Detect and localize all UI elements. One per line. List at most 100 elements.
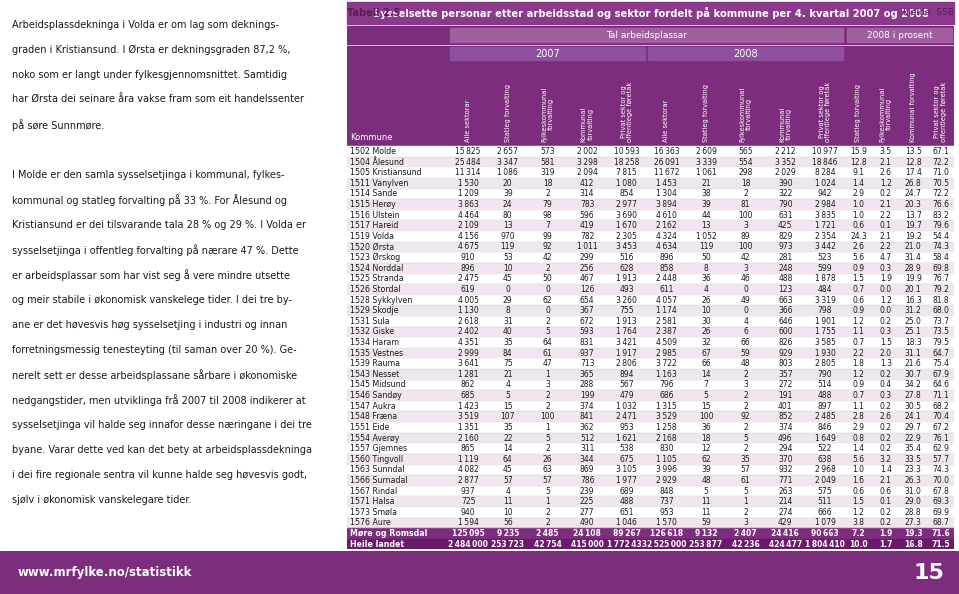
Text: 1.6: 1.6: [853, 476, 864, 485]
Text: 3 453: 3 453: [617, 242, 637, 251]
Text: 26: 26: [701, 327, 711, 336]
Text: 1 130: 1 130: [457, 306, 479, 315]
Bar: [347, 263, 954, 273]
Text: 0.2: 0.2: [879, 189, 892, 198]
Text: 2 002: 2 002: [576, 147, 597, 156]
Text: 2.6: 2.6: [853, 242, 864, 251]
Text: 2.2: 2.2: [880, 242, 892, 251]
Text: 4 057: 4 057: [656, 296, 677, 305]
Text: 5: 5: [545, 486, 550, 495]
Text: 48: 48: [741, 359, 751, 368]
Text: 493: 493: [620, 285, 634, 294]
Bar: [347, 507, 954, 517]
Text: 62: 62: [701, 455, 711, 464]
Text: Statleg forvalting: Statleg forvalting: [504, 84, 511, 142]
Text: 2 305: 2 305: [617, 232, 637, 241]
Text: 272: 272: [778, 380, 792, 390]
Bar: [347, 252, 954, 263]
Text: 311: 311: [580, 444, 595, 453]
Text: 2 618: 2 618: [457, 317, 479, 326]
Text: 21: 21: [701, 179, 711, 188]
Text: 2 485: 2 485: [814, 412, 835, 421]
Text: 894: 894: [620, 370, 634, 379]
Text: 1 755: 1 755: [814, 327, 835, 336]
Text: 4 324: 4 324: [656, 232, 677, 241]
Text: 1563 Sunndal: 1563 Sunndal: [350, 465, 405, 475]
Text: 20: 20: [503, 179, 513, 188]
Text: 0.2: 0.2: [879, 444, 892, 453]
Text: 0.2: 0.2: [879, 519, 892, 527]
Text: 2.1: 2.1: [880, 157, 892, 166]
Text: 2 094: 2 094: [576, 168, 597, 177]
Text: 74.3: 74.3: [932, 242, 949, 251]
Text: 573: 573: [540, 147, 554, 156]
Bar: [648, 48, 843, 61]
Text: 2 485: 2 485: [536, 529, 559, 538]
Text: 1 052: 1 052: [695, 232, 716, 241]
Text: 26 091: 26 091: [654, 157, 679, 166]
Text: 71.6: 71.6: [931, 529, 950, 538]
Text: 575: 575: [818, 486, 832, 495]
Text: 1 163: 1 163: [656, 370, 677, 379]
Text: 3 690: 3 690: [617, 211, 637, 220]
Text: 253 723: 253 723: [491, 539, 525, 549]
Text: 21.0: 21.0: [904, 242, 922, 251]
Text: 1545 Midsund: 1545 Midsund: [350, 380, 406, 390]
Bar: [347, 517, 954, 528]
Text: 1 080: 1 080: [617, 179, 637, 188]
Text: 274: 274: [778, 508, 792, 517]
Text: 19.7: 19.7: [904, 221, 922, 230]
Bar: [347, 284, 954, 295]
Text: 89 267: 89 267: [613, 529, 641, 538]
Text: 631: 631: [778, 211, 792, 220]
Text: 0.7: 0.7: [853, 338, 865, 347]
Text: 73.7: 73.7: [932, 317, 949, 326]
Text: 2008: 2008: [734, 49, 758, 59]
Text: I Molde er den samla sysselsetjinga i kommunal, fylkes-: I Molde er den samla sysselsetjinga i ko…: [12, 169, 284, 179]
Text: 1 901: 1 901: [814, 317, 835, 326]
Text: 13: 13: [701, 221, 711, 230]
Text: 17.4: 17.4: [904, 168, 922, 177]
Text: 0.9: 0.9: [853, 306, 865, 315]
Text: 1 086: 1 086: [498, 168, 518, 177]
Text: 2: 2: [743, 508, 748, 517]
Text: 1 079: 1 079: [814, 519, 835, 527]
Text: 412: 412: [580, 179, 595, 188]
Bar: [347, 2, 954, 24]
Text: 64.7: 64.7: [932, 349, 949, 358]
Text: Kommunal
forvalting: Kommunal forvalting: [779, 106, 791, 142]
Text: 126: 126: [580, 285, 595, 294]
Text: kommunal og statleg forvalting på 33 %. For Ålesund og: kommunal og statleg forvalting på 33 %. …: [12, 195, 287, 207]
Text: 3: 3: [545, 380, 550, 390]
Text: 75: 75: [503, 359, 513, 368]
Text: 45: 45: [503, 465, 513, 475]
Text: 62: 62: [543, 296, 552, 305]
Text: 59: 59: [701, 519, 711, 527]
Text: 897: 897: [818, 402, 832, 410]
Text: 1.2: 1.2: [853, 370, 864, 379]
Text: 5: 5: [743, 486, 748, 495]
Text: 9 132: 9 132: [695, 529, 717, 538]
Text: 36: 36: [701, 423, 711, 432]
Text: 1 930: 1 930: [814, 349, 835, 358]
Text: 1504 Ålesund: 1504 Ålesund: [350, 157, 404, 166]
Text: 1 764: 1 764: [617, 327, 637, 336]
Text: 429: 429: [778, 519, 792, 527]
Text: Kristiansund er dei tilsvarande tala 28 % og 29 %. I Volda er: Kristiansund er dei tilsvarande tala 28 …: [12, 220, 306, 229]
Text: 25.0: 25.0: [904, 317, 922, 326]
Bar: [347, 401, 954, 412]
Text: 21: 21: [503, 370, 512, 379]
Bar: [347, 316, 954, 327]
Text: 13.5: 13.5: [904, 147, 922, 156]
Text: 3 352: 3 352: [775, 157, 796, 166]
Text: 10 977: 10 977: [812, 147, 838, 156]
Text: er arbeidsplassar som har vist seg å vere mindre utsette: er arbeidsplassar som har vist seg å ver…: [12, 270, 290, 282]
Text: 75.4: 75.4: [932, 359, 949, 368]
Text: 64: 64: [543, 338, 552, 347]
Text: 1573 Smøla: 1573 Smøla: [350, 508, 397, 517]
Text: 76.6: 76.6: [932, 200, 949, 209]
Text: 3 835: 3 835: [814, 211, 835, 220]
Text: på søre Sunnmøre.: på søre Sunnmøre.: [12, 119, 104, 131]
Bar: [347, 497, 954, 507]
Text: 16 363: 16 363: [653, 147, 679, 156]
